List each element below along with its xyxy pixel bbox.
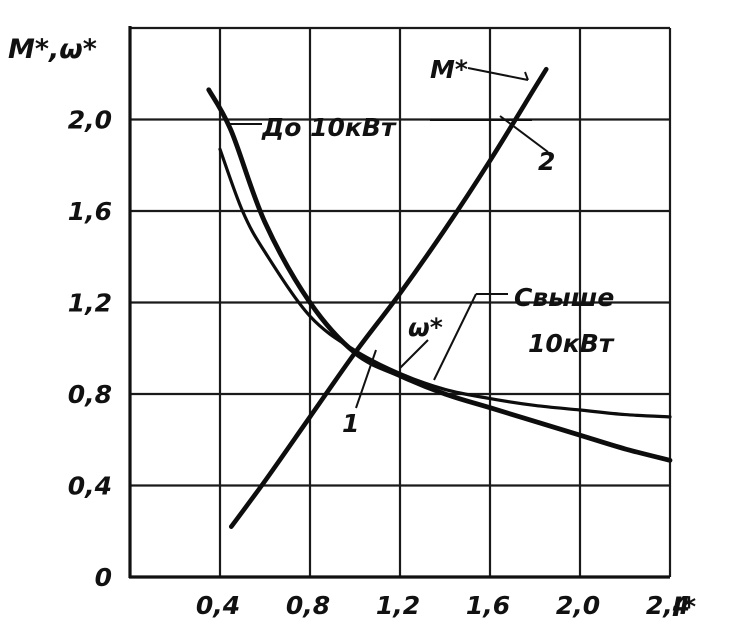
series-group xyxy=(206,66,673,529)
y-tick-label: 0 xyxy=(95,563,112,592)
annotation-over: Свыше xyxy=(514,283,614,312)
series-line-omega-over-10kw xyxy=(218,147,672,419)
x-tick-label: 2,0 xyxy=(556,591,600,620)
x-tick-label: 1,6 xyxy=(466,591,510,620)
x-tick-label: 0,4 xyxy=(196,591,240,620)
x-axis-label: I* xyxy=(672,592,696,623)
y-tick-label: 2,0 xyxy=(68,106,112,135)
leader-line xyxy=(499,115,549,153)
annotation-curve-2: 2 xyxy=(538,147,555,176)
annotation-m-star: M* xyxy=(430,55,468,84)
annotation-omega-star: ω* xyxy=(408,313,443,342)
leader-line xyxy=(433,293,477,381)
y-tick-label: 0,4 xyxy=(68,472,112,501)
axes xyxy=(128,26,670,579)
leader-line xyxy=(467,67,529,81)
y-tick-label: 1,6 xyxy=(68,197,112,226)
y-axis-label: M*,ω* xyxy=(8,34,97,65)
annotation-curve-1: 1 xyxy=(342,409,359,438)
series-line-omega-up-to-10kw xyxy=(206,87,673,463)
leader-line xyxy=(524,71,529,81)
grid xyxy=(130,26,672,577)
annotation-up-to-10kw: До 10кВт xyxy=(261,113,397,142)
leader-lines xyxy=(226,67,549,409)
annotation-over-10kw: 10кВт xyxy=(528,329,615,358)
series-line-m-star xyxy=(228,66,549,529)
x-tick-label: 0,8 xyxy=(286,591,330,620)
y-tick-label: 0,8 xyxy=(68,380,112,409)
y-tick-label: 1,2 xyxy=(68,289,112,318)
x-tick-label: 2,4 xyxy=(646,591,690,620)
x-tick-label: 1,2 xyxy=(376,591,420,620)
tick-labels: 0,4 0,8 1,2 1,6 2,0 2,4 0 0,4 0,8 1,2 1,6 2,0 xyxy=(68,106,690,621)
leader-line xyxy=(355,349,377,409)
leader-line xyxy=(399,339,429,369)
